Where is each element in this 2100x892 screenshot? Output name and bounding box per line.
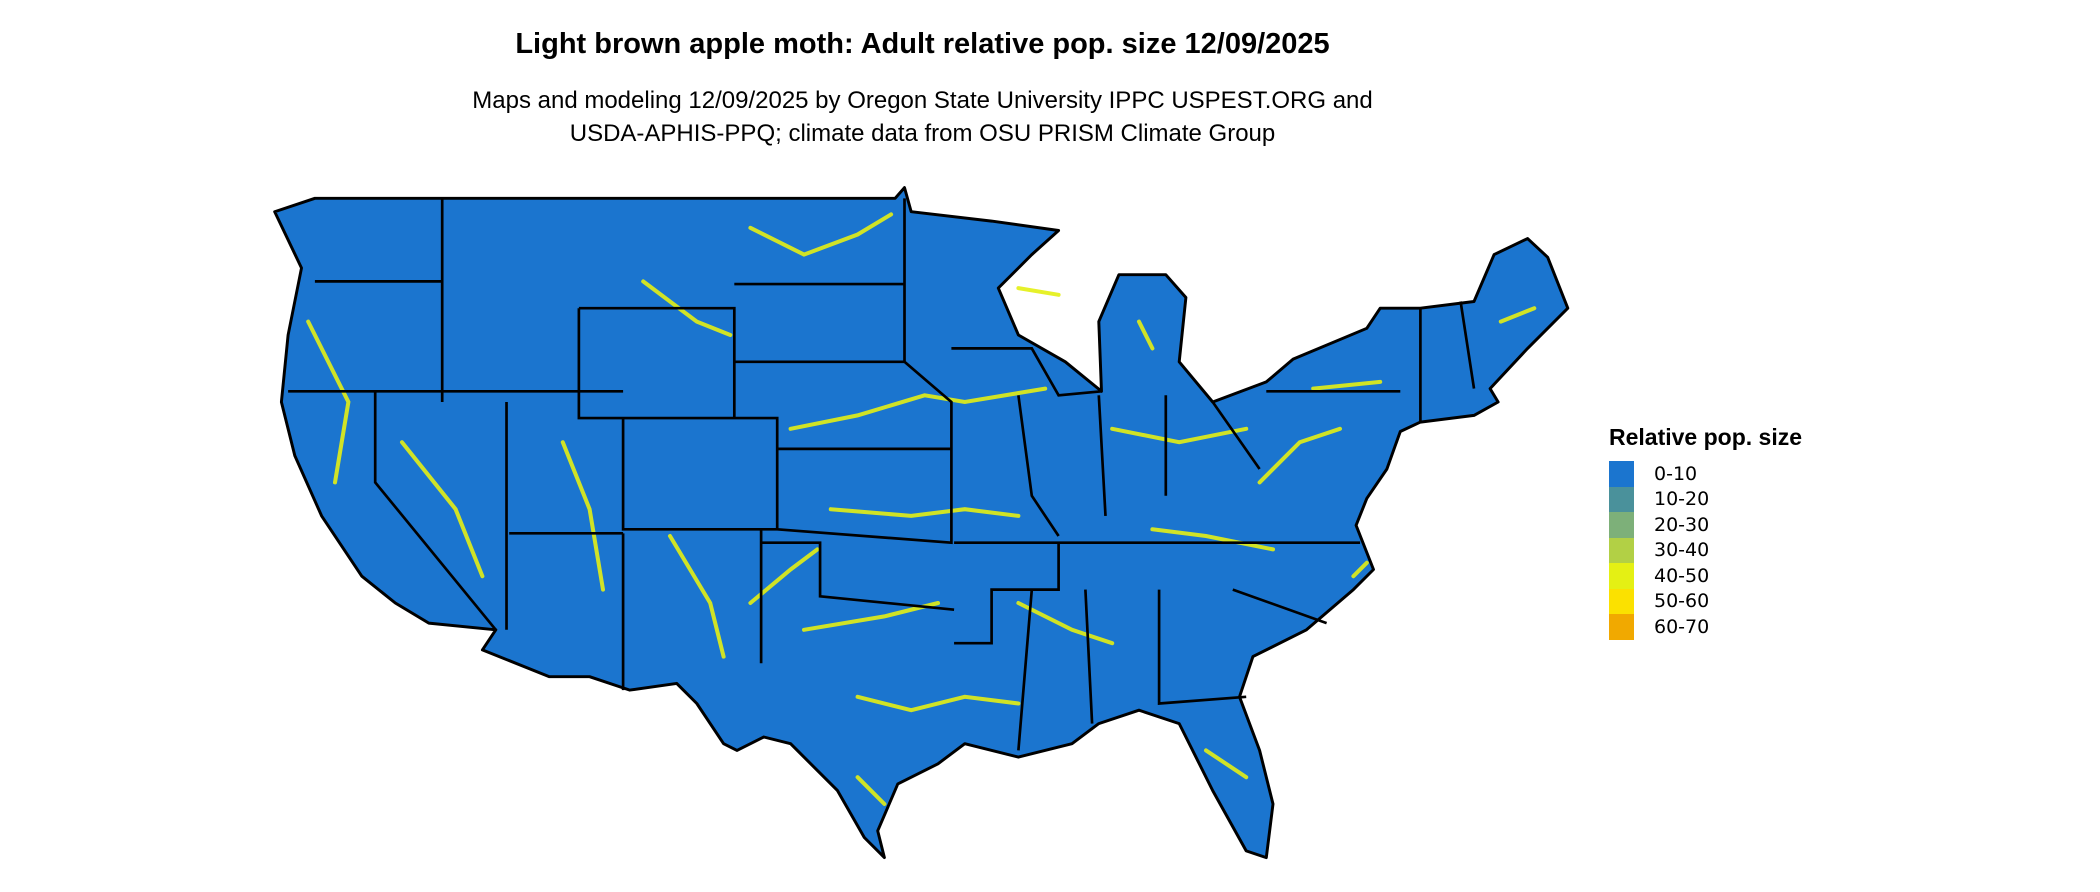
legend-label: 0-10 — [1654, 462, 1698, 485]
population-hotspot — [560, 440, 606, 592]
population-hotspot — [1016, 286, 1061, 297]
population-hotspot — [1351, 560, 1369, 579]
legend-item: 10-20 — [1609, 486, 1802, 512]
population-hotspot — [1498, 306, 1537, 324]
legend-label: 10-20 — [1654, 488, 1710, 511]
legend-swatch — [1609, 563, 1634, 589]
us-outline — [273, 186, 1570, 860]
state-borders — [288, 198, 1476, 751]
population-hotspot — [399, 440, 485, 579]
population-hotspot — [1150, 527, 1276, 552]
population-hotspot — [1016, 600, 1115, 646]
legend-items: 0-10 10-20 20-30 30-40 40-50 50-60 60-70 — [1609, 461, 1802, 640]
legend-item: 30-40 — [1609, 537, 1802, 563]
legend-item: 50-60 — [1609, 588, 1802, 614]
legend-item: 0-10 — [1609, 461, 1802, 487]
legend-swatch — [1609, 588, 1634, 614]
population-hotspot — [748, 547, 820, 606]
population-hotspot — [828, 507, 1021, 518]
legend-item: 40-50 — [1609, 563, 1802, 589]
population-hotspot — [1110, 426, 1249, 445]
legend-swatch — [1609, 461, 1634, 487]
legend: Relative pop. size 0-10 10-20 20-30 30-40 40… — [1609, 424, 1802, 640]
population-hotspot — [1203, 748, 1249, 780]
legend-label: 50-60 — [1654, 590, 1710, 613]
population-hotspot — [748, 212, 894, 257]
legend-swatch — [1609, 614, 1634, 640]
legend-label: 20-30 — [1654, 513, 1710, 536]
map-title: Light brown apple moth: Adult relative p… — [515, 28, 1330, 60]
legend-title: Relative pop. size — [1609, 424, 1803, 450]
legend-item: 20-30 — [1609, 512, 1802, 538]
population-hotspot — [788, 386, 1048, 431]
legend-label: 40-50 — [1654, 564, 1710, 587]
legend-swatch — [1609, 512, 1634, 538]
population-hotspot — [641, 279, 733, 338]
subtitle-line-2: USDA-APHIS-PPQ; climate data from OSU PR… — [569, 120, 1276, 147]
population-hotspot — [855, 694, 1021, 713]
legend-swatch — [1609, 537, 1634, 563]
legend-label: 60-70 — [1654, 615, 1710, 638]
population-hotspot — [1257, 426, 1343, 485]
population-hotspot — [667, 533, 726, 659]
population-hotspot — [1311, 379, 1383, 391]
subtitle-line-1: Maps and modeling 12/09/2025 by Oregon S… — [472, 87, 1373, 114]
population-hotspot — [1136, 319, 1155, 351]
legend-swatch — [1609, 486, 1634, 512]
legend-label: 30-40 — [1654, 539, 1710, 562]
legend-item: 60-70 — [1609, 614, 1802, 640]
map-subtitle: Maps and modeling 12/09/2025 by Oregon S… — [0, 84, 1845, 150]
population-hotspot — [306, 319, 351, 485]
population-hotspot — [855, 775, 887, 807]
